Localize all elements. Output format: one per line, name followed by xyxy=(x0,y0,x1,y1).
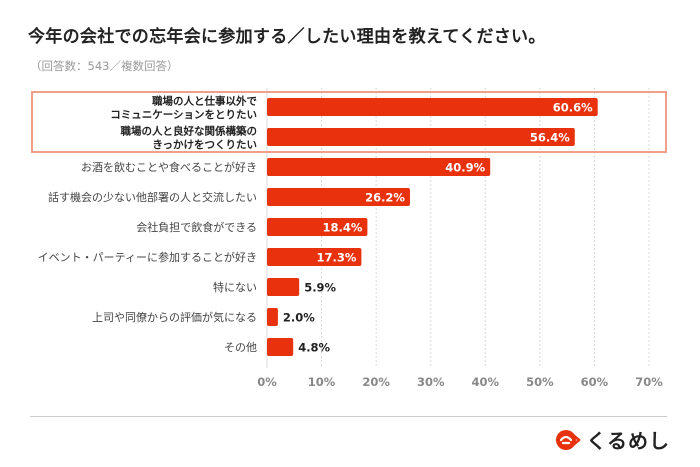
category-label: お酒を飲むことや食べることが好き xyxy=(81,160,257,174)
value-label: 56.4% xyxy=(530,131,570,145)
bar xyxy=(267,338,294,356)
value-label: 26.2% xyxy=(365,191,405,205)
value-label: 18.4% xyxy=(323,221,363,235)
highlight-box xyxy=(31,91,667,153)
bar xyxy=(267,128,575,146)
footer-divider xyxy=(30,416,667,417)
bar xyxy=(267,278,300,296)
bar xyxy=(267,188,410,206)
brand-logo: くるめし xyxy=(555,425,670,454)
x-tick-label: 20% xyxy=(362,375,390,389)
category-label: 職場の人と良好な関係構築の xyxy=(121,125,258,138)
category-label: 特にない xyxy=(213,280,257,294)
brand-name: くるめし xyxy=(586,429,670,453)
brand-logo-icon xyxy=(556,429,581,450)
chart-title: 今年の会社での忘年会に参加する／したい理由を教えてください。 xyxy=(28,27,546,47)
category-label: イベント・パーティーに参加することが好き xyxy=(38,250,257,264)
chart-subtitle: （回答数：543／複数回答） xyxy=(30,59,179,73)
category-label: きっかけをつくりたい xyxy=(152,139,257,151)
category-label: コミュニケーションをとりたい xyxy=(110,109,257,121)
x-tick-label: 60% xyxy=(581,375,609,389)
x-tick-label: 0% xyxy=(257,375,277,389)
x-tick-label: 70% xyxy=(635,375,663,389)
x-tick-label: 30% xyxy=(417,375,445,389)
category-label: 上司や同僚からの評価が気になる xyxy=(92,310,257,324)
category-label: 会社負担で飲食ができる xyxy=(136,220,257,234)
value-label: 2.0% xyxy=(283,311,315,325)
bar xyxy=(267,98,598,116)
x-tick-label: 40% xyxy=(472,375,500,389)
bar xyxy=(267,218,368,236)
value-label: 17.3% xyxy=(317,251,357,265)
value-label: 60.6% xyxy=(553,101,593,115)
x-tick-label: 50% xyxy=(526,375,554,389)
bar xyxy=(267,248,362,266)
value-label: 5.9% xyxy=(304,281,336,295)
category-label: 職場の人と仕事以外で xyxy=(152,95,257,108)
bar xyxy=(267,158,491,176)
value-label: 4.8% xyxy=(298,341,330,355)
x-tick-label: 10% xyxy=(308,375,336,389)
bar xyxy=(267,308,278,326)
value-label: 40.9% xyxy=(445,161,485,175)
category-label: その他 xyxy=(224,341,257,354)
category-label: 話す機会の少ない他部署の人と交流したい xyxy=(48,190,257,204)
